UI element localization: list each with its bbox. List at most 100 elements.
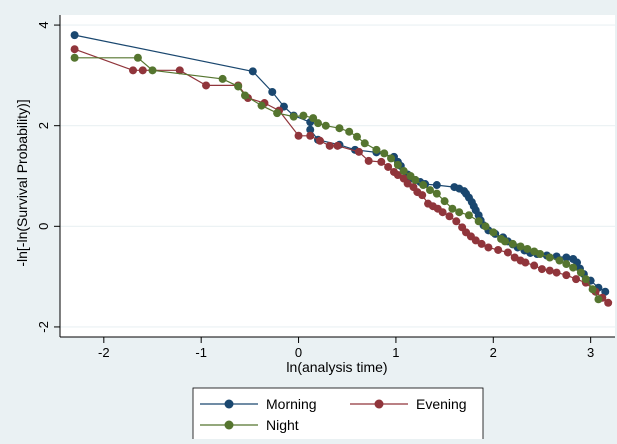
data-point-night [411, 176, 420, 185]
data-point-night [545, 253, 554, 262]
data-point-night [314, 119, 323, 128]
data-point-evening [384, 162, 393, 171]
data-point-evening [325, 141, 334, 150]
series-night [70, 53, 603, 304]
data-point-night [516, 242, 525, 251]
data-point-morning [432, 181, 441, 190]
data-point-night [309, 114, 318, 123]
data-point-evening [70, 45, 79, 54]
data-point-night [536, 249, 545, 258]
data-point-night [464, 211, 473, 220]
data-point-evening [484, 243, 493, 252]
data-point-night [455, 208, 464, 217]
data-point-morning [562, 253, 571, 262]
data-point-evening [393, 170, 402, 179]
legend-swatch-marker [224, 420, 234, 430]
data-point-night [352, 132, 361, 141]
data-point-night [299, 111, 308, 120]
data-point-night [335, 124, 344, 133]
data-point-night [257, 101, 266, 110]
data-point-evening [471, 236, 480, 245]
data-point-evening [403, 179, 412, 188]
x-axis-label: ln(analysis time) [286, 359, 387, 375]
data-point-night [393, 160, 402, 169]
data-point-evening [521, 258, 530, 267]
data-point-evening [202, 81, 211, 90]
data-point-evening [562, 271, 571, 280]
x-tick-label: 1 [392, 345, 399, 360]
data-point-evening [537, 265, 546, 274]
data-point-evening [477, 239, 486, 248]
data-point-evening [294, 131, 303, 140]
data-point-evening [377, 157, 386, 166]
data-point-night [500, 237, 509, 246]
data-point-evening [129, 66, 138, 75]
data-point-morning [306, 125, 315, 134]
y-tick-label: 4 [36, 21, 51, 28]
series-layer [70, 31, 613, 307]
data-point-evening [354, 147, 363, 156]
legend-label: Morning [266, 396, 317, 412]
data-point-evening [333, 141, 342, 150]
x-tick-label: -1 [195, 345, 207, 360]
data-point-evening [445, 212, 454, 221]
data-point-night [241, 91, 249, 100]
data-point-night [474, 217, 483, 226]
data-point-night [432, 189, 441, 198]
x-tick-label: 2 [490, 345, 497, 360]
data-point-evening [530, 261, 539, 270]
data-point-evening [604, 298, 613, 307]
data-point-night [576, 268, 585, 277]
data-point-night [218, 74, 227, 83]
data-point-morning [70, 31, 79, 40]
legend: Morning Evening Night [192, 387, 484, 441]
legend-label: Evening [416, 396, 467, 412]
data-point-night [289, 112, 298, 121]
data-point-night [133, 53, 142, 62]
data-point-morning [268, 87, 277, 96]
data-point-night [562, 260, 571, 269]
data-point-night [508, 239, 517, 248]
data-point-evening [545, 266, 554, 275]
data-point-night [448, 204, 457, 213]
data-point-night [419, 181, 428, 190]
data-point-evening [364, 156, 373, 165]
data-point-evening [552, 268, 561, 277]
data-point-evening [452, 217, 461, 226]
axes: -2 -1 0 1 2 3 -2 0 2 4 [36, 15, 615, 360]
data-point-night [489, 228, 498, 237]
data-point-evening [572, 275, 581, 284]
data-point-night [481, 222, 490, 231]
plot-area [60, 15, 615, 337]
data-point-night [594, 295, 603, 304]
x-tick-label: -2 [98, 345, 110, 360]
data-point-night [234, 82, 243, 91]
legend-box [192, 387, 484, 441]
legend-item-morning: Morning [200, 396, 317, 412]
data-point-evening [503, 248, 512, 257]
data-point-night [380, 149, 389, 158]
data-point-night [360, 139, 369, 148]
data-point-night [321, 121, 330, 130]
data-point-night [372, 145, 381, 154]
data-point-night [523, 244, 532, 253]
data-point-night [345, 127, 354, 136]
legend-item-night: Night [200, 417, 299, 433]
data-point-morning [601, 287, 610, 296]
legend-swatch-marker [374, 399, 384, 409]
data-point-night [569, 263, 578, 272]
legend-item-evening: Evening [350, 396, 467, 412]
data-point-evening [315, 136, 324, 145]
data-point-night [273, 109, 282, 118]
data-point-night [588, 285, 597, 294]
x-tick-label: 3 [587, 345, 594, 360]
data-point-evening [418, 191, 427, 200]
data-point-evening [175, 66, 184, 75]
data-point-night [440, 197, 449, 206]
y-tick-label: 0 [36, 223, 51, 230]
data-point-night [387, 154, 396, 163]
data-point-morning [248, 67, 257, 76]
data-point-evening [438, 208, 447, 217]
y-tick-label: 2 [36, 122, 51, 129]
legend-swatch-marker [224, 399, 234, 409]
